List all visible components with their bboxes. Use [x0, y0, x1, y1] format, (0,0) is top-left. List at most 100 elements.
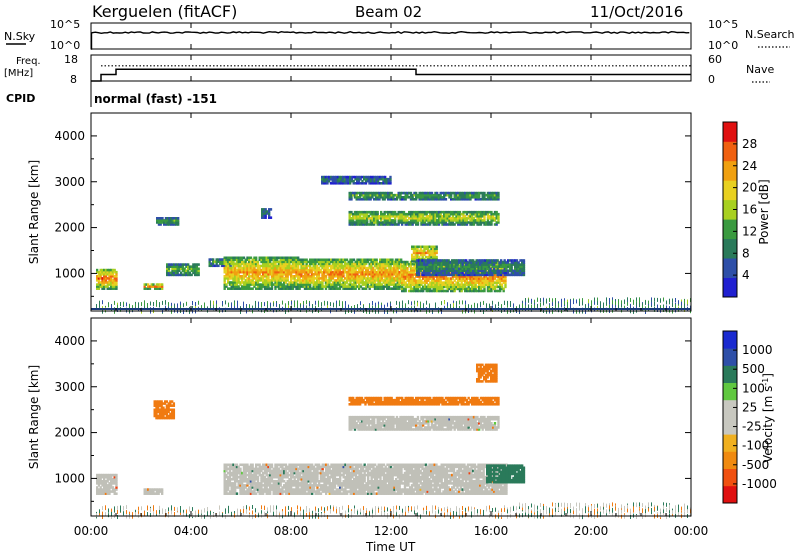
heatmap-cell: [388, 219, 392, 222]
heatmap-cell: [413, 191, 416, 195]
heatmap-cell: [462, 285, 465, 289]
heatmap-cell: [343, 177, 347, 181]
heatmap-cell: [338, 277, 342, 280]
heatmap-cell: [283, 273, 286, 276]
heatmap-cell: [256, 279, 260, 282]
heatmap-cell: [429, 219, 432, 222]
heatmap-cell: [350, 177, 354, 181]
heatmap-cell: [330, 266, 333, 270]
heatmap-cell: [378, 193, 381, 197]
heatmap-cell: [420, 283, 423, 287]
heatmap-cell: [241, 260, 244, 264]
heatmap-cell: [176, 265, 179, 268]
heatmap-cell: [522, 273, 526, 277]
heatmap-cell: [448, 277, 451, 280]
heatmap-cell: [450, 198, 453, 201]
heatmap-cell: [97, 283, 101, 286]
heatmap-cell: [446, 285, 449, 289]
heatmap-cell: [358, 258, 361, 262]
heatmap-cell: [428, 255, 431, 259]
heatmap-cell: [234, 258, 237, 262]
heatmap-cell: [434, 210, 437, 214]
heatmap-cell: [192, 265, 195, 268]
heatmap-cell: [324, 182, 327, 185]
heatmap-cell: [263, 285, 267, 288]
heatmap-cell: [404, 193, 407, 197]
heatmap-cell: [446, 193, 449, 197]
heatmap-cell: [522, 263, 526, 266]
heatmap-cell: [357, 196, 360, 199]
heatmap-cell: [364, 191, 367, 195]
freq-label-line2: [MHz]: [4, 68, 33, 79]
heatmap-cell: [290, 270, 293, 274]
heatmap-cell: [354, 266, 357, 270]
heatmap-cell: [440, 273, 443, 277]
heatmap-cell: [235, 283, 239, 286]
heatmap-cell: [378, 223, 381, 226]
speckle-cell: [639, 302, 640, 307]
heatmap-cell: [269, 266, 272, 270]
heatmap-cell: [379, 260, 382, 264]
speckle-cell: [231, 304, 232, 308]
heatmap-cell: [365, 283, 368, 286]
heatmap-cell: [414, 253, 417, 257]
heatmap-cell: [333, 287, 336, 290]
heatmap-cell: [349, 268, 352, 272]
heatmap-cell: [354, 262, 357, 266]
heatmap-cell: [427, 219, 430, 222]
heatmap-cell: [476, 196, 479, 199]
heatmap-cell: [437, 221, 441, 224]
heatmap-cell: [514, 273, 517, 277]
heatmap-cell: [512, 259, 515, 262]
heatmap-cell: [489, 269, 492, 273]
speckle-cell: [171, 510, 172, 515]
heatmap-cell: [430, 251, 433, 255]
heatmap-cell: [237, 275, 240, 278]
heatmap-cell: [416, 285, 420, 289]
heatmap-cell: [479, 285, 483, 289]
heatmap-cell: [406, 193, 409, 197]
heatmap-cell: [432, 281, 435, 284]
heatmap-cell: [515, 267, 519, 271]
speckle-cell: [555, 298, 556, 302]
heatmap-cell: [111, 268, 115, 272]
heatmap-cell: [477, 261, 480, 264]
heatmap-cell: [427, 198, 430, 201]
heatmap-cell: [170, 221, 173, 224]
heatmap-cell: [406, 223, 409, 226]
heatmap-cell: [274, 281, 277, 284]
heatmap-cell: [441, 219, 444, 222]
heatmap-cell: [340, 175, 343, 179]
heatmap-cell: [437, 275, 441, 278]
heatmap-cell: [232, 287, 235, 290]
heatmap-cell: [208, 258, 211, 261]
heatmap-cell: [328, 285, 331, 288]
heatmap-cell: [281, 256, 284, 260]
heatmap-cell: [108, 277, 111, 280]
heatmap-cell: [411, 215, 414, 218]
heatmap-cell: [244, 258, 247, 262]
heatmap-cell: [439, 289, 442, 293]
heatmap-cell: [402, 287, 406, 291]
speckle-cell: [684, 302, 685, 306]
heatmap-cell: [474, 277, 477, 280]
heatmap-cell: [367, 198, 371, 201]
heatmap-cell: [379, 281, 382, 284]
heatmap-cell: [295, 262, 298, 266]
heatmap-cell: [246, 285, 249, 288]
heatmap-cell: [422, 289, 425, 293]
heatmap-cell: [500, 277, 504, 280]
heatmap-cell: [359, 260, 363, 264]
speckle-cell: [378, 304, 379, 309]
heatmap-cell: [512, 269, 515, 273]
heatmap-cell: [279, 268, 282, 272]
speckle-cell: [255, 300, 256, 305]
heatmap-cell: [364, 175, 368, 179]
heatmap-cell: [425, 279, 428, 282]
heatmap-cell: [302, 258, 305, 262]
speckle-cell: [285, 310, 286, 314]
heatmap-cell: [340, 264, 343, 268]
heatmap-cell: [237, 285, 240, 288]
colorbar-segment: [723, 180, 737, 201]
heatmap-cell: [430, 198, 434, 201]
